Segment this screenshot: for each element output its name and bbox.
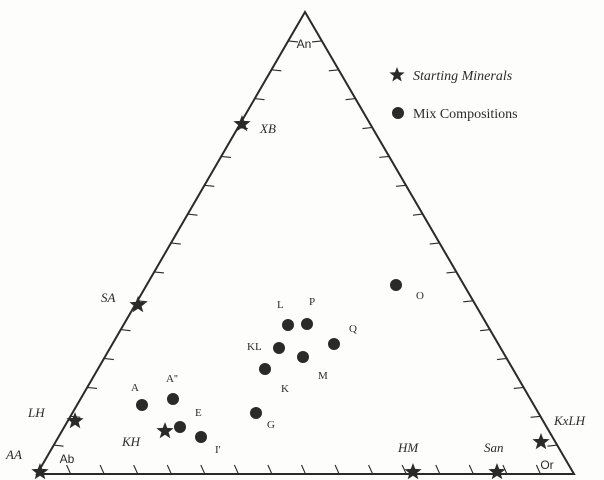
tick-mark: [118, 329, 131, 333]
tick-mark: [185, 213, 198, 217]
mix-dot-k: [259, 363, 271, 375]
vertex-label-an: An: [297, 37, 312, 51]
tick-mark: [435, 464, 443, 475]
tick-mark: [379, 155, 392, 160]
star-marker-lh: [66, 412, 84, 429]
mix-dot-e: [174, 421, 186, 433]
mix-dot-kl: [273, 342, 285, 354]
mix-dot-i: [195, 431, 207, 443]
star-marker-hm: [404, 463, 422, 480]
star-marker-kxlh: [532, 433, 550, 450]
star-marker-kh: [156, 422, 174, 439]
legend: Starting Minerals Mix Compositions: [389, 67, 518, 122]
tick-mark: [362, 126, 375, 131]
mix-compositions: [136, 279, 402, 443]
mix-dot-a: [136, 399, 148, 411]
tick-mark: [547, 444, 560, 448]
tick-mark: [267, 464, 275, 475]
filled-circle-icon: [392, 107, 404, 119]
tick-mark: [468, 464, 477, 475]
mix-dot-m: [297, 351, 309, 363]
tick-mark: [429, 242, 442, 246]
tick-mark: [446, 271, 459, 275]
mix-label-a2: A'': [166, 373, 178, 385]
star-icon: [389, 67, 405, 82]
mix-label-e: E: [195, 407, 202, 419]
mix-label-g: G: [267, 419, 275, 431]
mix-label-k: K: [281, 383, 289, 395]
tick-mark: [502, 464, 510, 475]
legend-starting-label: Starting Minerals: [413, 69, 513, 84]
mix-label-l: L: [277, 299, 284, 311]
tick-mark: [233, 464, 242, 475]
tick-mark: [496, 357, 509, 362]
star-label-aa: AA: [5, 447, 22, 462]
star-marker-xb: [233, 115, 251, 132]
tick-mark: [166, 464, 175, 475]
legend-mix-label: Mix Compositions: [413, 107, 518, 122]
mix-dot-a2: [167, 393, 179, 405]
tick-mark: [152, 271, 165, 275]
tick-mark: [200, 464, 208, 475]
tick-mark: [480, 329, 492, 333]
tick-mark: [300, 464, 309, 475]
star-marker-aa: [31, 463, 49, 480]
mix-dot-q: [328, 338, 340, 350]
mix-dot-g: [250, 407, 262, 419]
tick-mark: [513, 386, 526, 391]
starting-minerals: AA LH KH SA XB HM San KxLH: [5, 115, 586, 480]
tick-mark: [412, 213, 425, 217]
star-label-lh: LH: [27, 405, 45, 420]
mix-label-m: M: [318, 370, 328, 382]
tick-mark: [368, 464, 376, 475]
mix-label-a: A: [131, 382, 139, 394]
tick-mark: [133, 464, 141, 475]
star-label-kh: KH: [121, 434, 141, 449]
vertex-label-or: Or: [540, 458, 553, 472]
mix-label-q: Q: [349, 323, 357, 335]
star-label-san: San: [484, 440, 504, 455]
tick-mark: [66, 464, 74, 475]
star-label-hm: HM: [397, 440, 419, 455]
tick-mark: [401, 464, 410, 475]
mix-label-p: P: [309, 296, 315, 308]
tick-marks: [51, 40, 560, 475]
tick-mark: [396, 184, 408, 189]
mix-labels: A A'' E I' G K KL L P M Q O: [131, 290, 424, 456]
star-label-sa: SA: [101, 290, 116, 305]
mix-label-kl: KL: [247, 341, 262, 353]
mix-dot-l: [282, 319, 294, 331]
tick-mark: [530, 415, 543, 420]
tick-mark: [535, 464, 544, 475]
tick-mark: [334, 464, 343, 475]
tick-mark: [169, 242, 181, 246]
mix-label-i: I': [215, 444, 221, 456]
tick-mark: [311, 40, 324, 44]
mix-label-o: O: [416, 290, 424, 302]
tick-mark: [463, 300, 476, 304]
tick-mark: [99, 464, 108, 475]
tick-mark: [269, 69, 282, 73]
tick-mark: [286, 40, 299, 44]
tick-mark: [51, 444, 64, 448]
star-label-kxlh: KxLH: [553, 413, 586, 428]
tick-mark: [219, 155, 232, 160]
vertex-label-ab: Ab: [60, 452, 75, 466]
star-marker-san: [488, 463, 506, 480]
star-marker-sa: [129, 296, 147, 313]
tick-mark: [102, 357, 114, 362]
tick-mark: [345, 98, 358, 102]
mix-dot-p: [301, 318, 313, 330]
tick-mark: [328, 69, 341, 73]
tick-mark: [68, 415, 81, 420]
tick-mark: [252, 98, 265, 102]
tick-mark: [202, 184, 215, 189]
star-label-xb: XB: [259, 121, 276, 136]
tick-mark: [85, 386, 98, 391]
mix-dot-o: [390, 279, 402, 291]
